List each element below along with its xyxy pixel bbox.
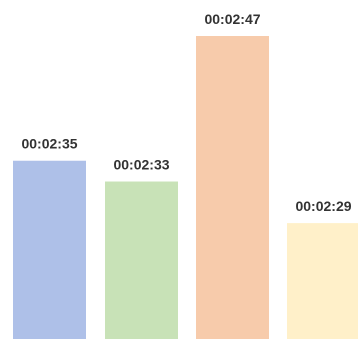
bar-value-label-4: 00:02:29 <box>295 198 351 214</box>
bar-value-label-2: 00:02:33 <box>113 157 169 173</box>
bar-4 <box>287 223 358 339</box>
bar-value-label-1: 00:02:35 <box>21 136 77 152</box>
bar-value-label-3: 00:02:47 <box>204 11 260 27</box>
bar-2 <box>105 181 178 339</box>
bar-3 <box>196 36 269 339</box>
bar-1 <box>13 160 86 339</box>
